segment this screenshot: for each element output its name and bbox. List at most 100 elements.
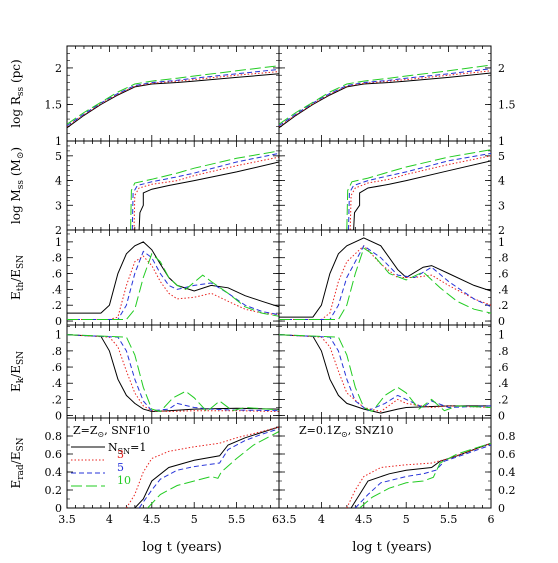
y-tick-label: 2 [498, 224, 505, 237]
y-tick-label: 0 [498, 410, 505, 423]
series-line-n1 [134, 426, 279, 508]
y-tick-label: .2 [498, 393, 509, 406]
series-line-n1 [67, 241, 279, 314]
panel-ek-right: 0 .2 .4 .6 .8 1 [278, 324, 509, 423]
y-label-sub: rad [16, 464, 26, 480]
y-tick-label: 2 [55, 62, 62, 75]
y-label-sub: ss [16, 180, 26, 190]
x-tick-label: 6 [272, 513, 279, 526]
panel-erad-right: 0 0.2 0.4 0.6 0.8 3.5 4 4.5 5 5.5 6 [278, 417, 516, 526]
x-tick-label: 4 [318, 513, 325, 526]
x-tick-label: 5 [403, 513, 410, 526]
y-tick-label: 1.5 [45, 98, 63, 111]
series-line-n10 [67, 334, 279, 413]
series-line-n1 [353, 160, 491, 230]
y-tick-label: .8 [498, 252, 509, 265]
y-tick-label: .6 [52, 268, 63, 281]
y-tick-label: .2 [52, 299, 63, 312]
panel-frame [278, 45, 492, 142]
y-label-sub2: SN [16, 437, 26, 451]
y-tick-label: 4 [498, 175, 505, 188]
y-label-sub: th [16, 282, 26, 292]
y-tick-label: 0.8 [45, 430, 63, 443]
annotation-rest: , SNZ10 [348, 424, 394, 437]
panel-rss-left: 11.52 [45, 45, 280, 148]
series-line-n3 [349, 155, 491, 230]
series-line-n1 [67, 334, 279, 413]
panel-mss-left: 2 3 4 5 [55, 140, 280, 237]
y-tick-label: .6 [498, 361, 509, 374]
series-line-n5 [67, 68, 279, 127]
y-tick-label: 0 [55, 410, 62, 423]
y-tick-label: 1 [498, 329, 505, 342]
y-tick-label: .4 [498, 377, 509, 390]
series-line-n10 [67, 65, 279, 125]
y-label-sub: k [16, 377, 26, 383]
y-tick-label: 0.2 [498, 484, 516, 497]
series-line-n10 [279, 64, 491, 125]
panel-mss-right: 2 3 4 5 [278, 140, 505, 237]
y-tick-label: .2 [52, 393, 63, 406]
y-label-sun-symbol: ⊙ [16, 152, 26, 160]
series-line-n3 [346, 442, 491, 508]
series-line-n3 [67, 71, 279, 127]
panel-frame [66, 45, 280, 142]
y-tick-label: 1 [498, 135, 505, 148]
series-line-n1 [350, 442, 491, 508]
panel-frame [66, 324, 280, 419]
y-tick-label: 1.5 [498, 98, 516, 111]
y-tick-label: 4 [55, 175, 62, 188]
y-tick-label: 1 [498, 236, 505, 249]
legend-label-n1: NSN=1 [108, 441, 146, 456]
x-tick-label: 5.5 [440, 513, 458, 526]
y-label-tail: /E [9, 269, 23, 282]
series-line-n5 [348, 152, 491, 230]
x-axis-label-right: log t (years) [352, 540, 432, 555]
series-line-n1 [279, 237, 491, 318]
series-line-n10 [130, 150, 279, 230]
x-tick-label: 6 [488, 513, 495, 526]
y-tick-label: 2 [498, 62, 505, 75]
y-tick-label: 0 [498, 502, 505, 515]
y-tick-label: 0.4 [45, 466, 63, 479]
panel-eth-left: 0 .2 .4 .6 .8 1 [52, 229, 280, 328]
panel-frame [278, 229, 492, 326]
y-tick-label: 1 [55, 329, 62, 342]
annotation-z: Z=Z [73, 424, 98, 437]
y-label-main: log R [9, 95, 23, 128]
annotation-right: Z=0.1Z⊙, SNZ10 [299, 424, 394, 439]
series-line-n5 [67, 334, 279, 412]
y-tick-label: 0.4 [498, 466, 516, 479]
panel-erad-left: 0 0.2 0.4 0.6 0.8 3.5 4 4.5 5 5.5 6 [45, 417, 280, 526]
y-tick-label: 3 [498, 199, 505, 212]
y-tick-label: .8 [52, 252, 63, 265]
y-label-main: E [9, 480, 23, 489]
x-axis-label-left: log t (years) [142, 540, 222, 555]
y-tick-label: 0 [55, 502, 62, 515]
y-tick-label: .6 [498, 268, 509, 281]
series-line-n5 [131, 152, 279, 230]
y-tick-label: 0 [498, 315, 505, 328]
panel-frame [66, 140, 280, 231]
series-line-n3 [125, 426, 279, 508]
y-tick-label: 2 [55, 224, 62, 237]
panel-rss-right: 11.52 [278, 45, 516, 148]
y-tick-label: 0.8 [498, 430, 516, 443]
series-line-n3 [133, 156, 279, 230]
y-axis-label-erad: Erad/ESN [9, 437, 26, 488]
y-label-close: ) [9, 147, 23, 152]
x-tick-label: 3.5 [58, 513, 76, 526]
series-line-n1 [279, 334, 491, 414]
y-label-main: log M [9, 189, 23, 224]
legend-eq: =1 [130, 441, 146, 454]
x-tick-label: 3.5 [279, 513, 297, 526]
series-line-n10 [279, 247, 491, 320]
y-label-tail: /E [9, 452, 23, 465]
y-label-sub: ss [16, 87, 26, 97]
y-tick-label: .8 [498, 345, 509, 358]
series-line-n5 [67, 250, 279, 320]
